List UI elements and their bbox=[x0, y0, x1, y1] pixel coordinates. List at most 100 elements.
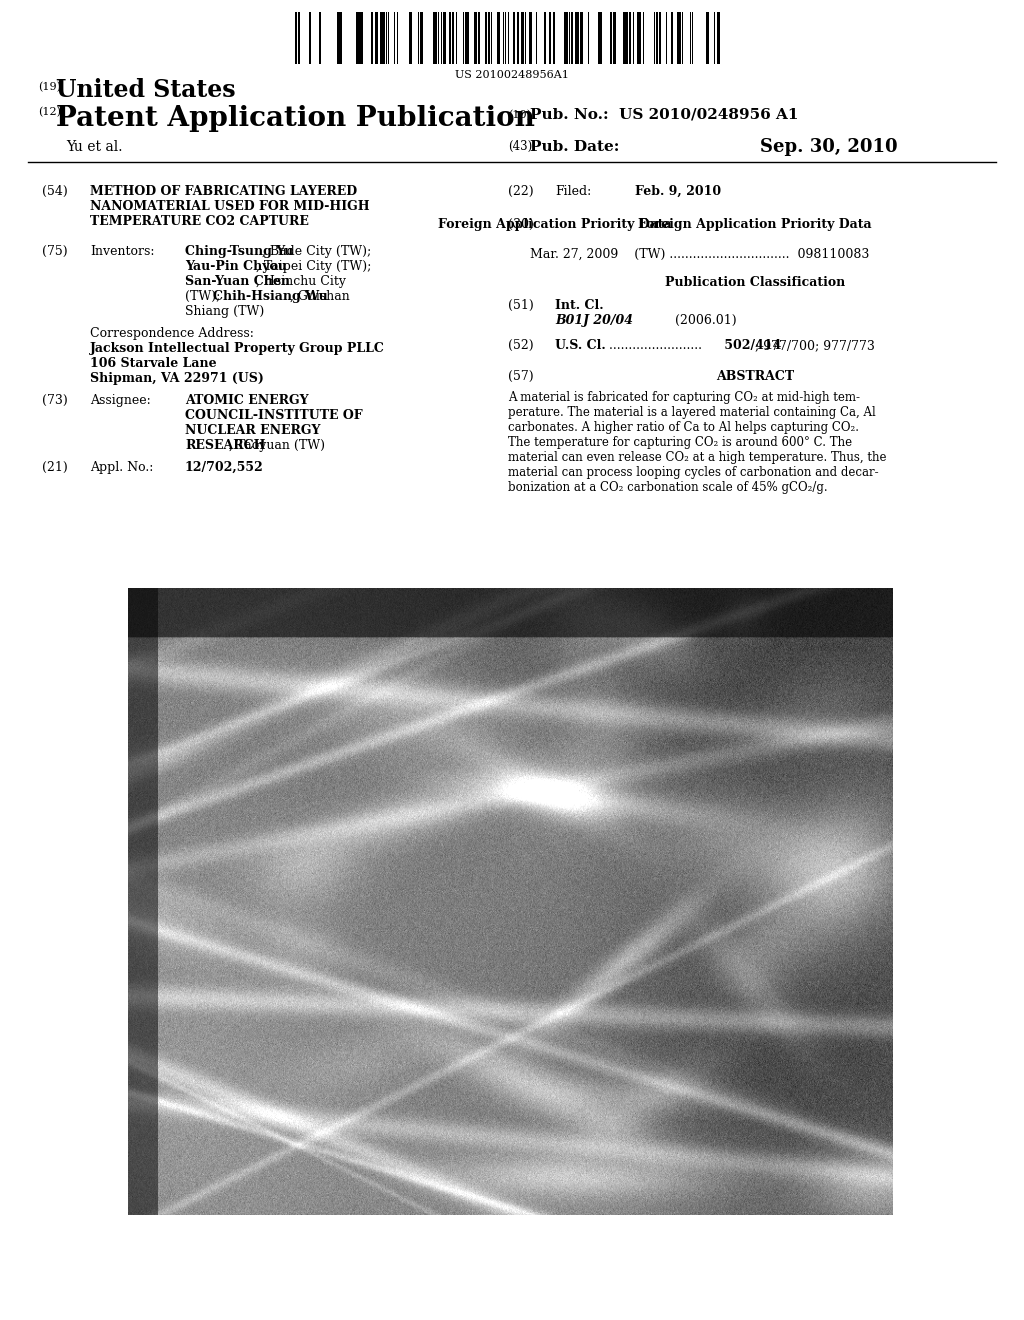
Bar bbox=[435, 12, 437, 63]
Bar bbox=[564, 12, 568, 63]
Text: Feb. 9, 2010: Feb. 9, 2010 bbox=[635, 185, 721, 198]
Bar bbox=[409, 12, 412, 63]
Bar bbox=[580, 12, 582, 63]
Text: COUNCIL-INSTITUTE OF: COUNCIL-INSTITUTE OF bbox=[185, 409, 362, 422]
Bar bbox=[488, 12, 490, 63]
Text: , Hsinchu City: , Hsinchu City bbox=[256, 275, 346, 288]
Text: SEI: SEI bbox=[319, 1225, 342, 1238]
Bar bbox=[571, 12, 573, 63]
Bar bbox=[513, 12, 515, 63]
Bar bbox=[360, 12, 362, 63]
Bar bbox=[474, 12, 477, 63]
Text: , Taoyuan (TW): , Taoyuan (TW) bbox=[229, 440, 325, 451]
Text: material can even release CO₂ at a high temperature. Thus, the: material can even release CO₂ at a high … bbox=[508, 451, 887, 465]
Bar bbox=[600, 12, 602, 63]
Bar bbox=[485, 12, 487, 63]
Bar bbox=[337, 12, 341, 63]
Text: Sep. 30, 2010: Sep. 30, 2010 bbox=[760, 139, 898, 156]
Bar bbox=[706, 12, 709, 63]
Text: 15.0KV: 15.0KV bbox=[419, 1225, 464, 1238]
Text: ATOMIC ENERGY: ATOMIC ENERGY bbox=[185, 393, 308, 407]
Text: TEMPERATURE CO2 CAPTURE: TEMPERATURE CO2 CAPTURE bbox=[90, 215, 309, 228]
Bar bbox=[553, 12, 555, 63]
Text: (2006.01): (2006.01) bbox=[675, 314, 736, 327]
Text: (10): (10) bbox=[508, 110, 531, 120]
Bar bbox=[624, 12, 628, 63]
Text: A material is fabricated for capturing CO₂ at mid-high tem-: A material is fabricated for capturing C… bbox=[508, 391, 860, 404]
Text: Shiang (TW): Shiang (TW) bbox=[185, 305, 264, 318]
Text: (43): (43) bbox=[508, 140, 532, 153]
Bar bbox=[356, 12, 360, 63]
Text: Yau-Pin Chyou: Yau-Pin Chyou bbox=[185, 260, 287, 273]
Text: (30): (30) bbox=[508, 218, 534, 231]
Bar bbox=[659, 12, 662, 63]
Text: (57): (57) bbox=[508, 370, 534, 383]
Text: (75): (75) bbox=[42, 246, 68, 257]
Text: (51): (51) bbox=[508, 300, 534, 312]
Bar bbox=[375, 12, 377, 63]
Text: Pub. Date:: Pub. Date: bbox=[530, 140, 620, 154]
Text: Pub. No.:  US 2010/0248956 A1: Pub. No.: US 2010/0248956 A1 bbox=[530, 108, 799, 121]
Text: NANOMATERIAL USED FOR MID-HIGH: NANOMATERIAL USED FOR MID-HIGH bbox=[90, 201, 370, 213]
Bar bbox=[449, 12, 451, 63]
Text: (TW);: (TW); bbox=[185, 290, 224, 304]
Bar bbox=[452, 12, 454, 63]
Text: ........................: ........................ bbox=[605, 339, 702, 352]
Text: RESEARCH: RESEARCH bbox=[185, 440, 265, 451]
Text: Correspondence Address:: Correspondence Address: bbox=[90, 327, 254, 341]
Text: Jackson Intellectual Property Group PLLC: Jackson Intellectual Property Group PLLC bbox=[90, 342, 385, 355]
Text: , Guishan: , Guishan bbox=[290, 290, 350, 304]
Text: Appl. No.:: Appl. No.: bbox=[90, 461, 154, 474]
Bar bbox=[638, 12, 641, 63]
Bar bbox=[420, 12, 423, 63]
Bar bbox=[319, 12, 321, 63]
Text: Shipman, VA 22971 (US): Shipman, VA 22971 (US) bbox=[90, 372, 264, 385]
Text: Patent Application Publication: Patent Application Publication bbox=[56, 106, 535, 132]
Text: US 20100248956A1: US 20100248956A1 bbox=[455, 70, 569, 81]
Text: (52): (52) bbox=[508, 339, 534, 352]
Bar bbox=[433, 12, 435, 63]
Text: Assignee:: Assignee: bbox=[90, 393, 151, 407]
Bar bbox=[598, 12, 600, 63]
Bar bbox=[671, 12, 673, 63]
Text: WD 7.9mm: WD 7.9mm bbox=[740, 1225, 800, 1238]
Text: ABSTRACT: ABSTRACT bbox=[716, 370, 794, 383]
Text: NCTU: NCTU bbox=[151, 1225, 181, 1238]
Bar bbox=[717, 12, 720, 63]
Text: Chih-Hsiang Wu: Chih-Hsiang Wu bbox=[213, 290, 328, 304]
Text: X50,000: X50,000 bbox=[525, 1225, 579, 1238]
Text: San-Yuan Chen: San-Yuan Chen bbox=[185, 275, 290, 288]
Text: perature. The material is a layered material containing Ca, Al: perature. The material is a layered mate… bbox=[508, 407, 876, 418]
Text: material can process looping cycles of carbonation and decar-: material can process looping cycles of c… bbox=[508, 466, 879, 479]
Bar bbox=[629, 12, 631, 63]
Text: 106 Starvale Lane: 106 Starvale Lane bbox=[90, 356, 217, 370]
Text: METHOD OF FABRICATING LAYERED: METHOD OF FABRICATING LAYERED bbox=[90, 185, 357, 198]
Text: Inventors:: Inventors: bbox=[90, 246, 155, 257]
Text: United States: United States bbox=[56, 78, 236, 102]
Bar bbox=[656, 12, 658, 63]
Text: B01J 20/04: B01J 20/04 bbox=[555, 314, 633, 327]
Bar bbox=[498, 12, 500, 63]
Bar bbox=[298, 12, 300, 63]
Text: (54): (54) bbox=[42, 185, 68, 198]
Bar bbox=[380, 12, 382, 63]
Text: U.S. Cl.: U.S. Cl. bbox=[555, 339, 606, 352]
Text: , Bade City (TW);: , Bade City (TW); bbox=[262, 246, 372, 257]
Bar bbox=[295, 12, 297, 63]
Text: Int. Cl.: Int. Cl. bbox=[555, 300, 603, 312]
Text: , Taipei City (TW);: , Taipei City (TW); bbox=[256, 260, 372, 273]
Bar bbox=[529, 12, 532, 63]
Bar bbox=[549, 12, 551, 63]
Text: (19): (19) bbox=[38, 82, 61, 92]
Text: bonization at a CO₂ carbonation scale of 45% gCO₂/g.: bonization at a CO₂ carbonation scale of… bbox=[508, 480, 827, 494]
Text: Foreign Application Priority Data: Foreign Application Priority Data bbox=[438, 218, 672, 231]
Bar bbox=[677, 12, 681, 63]
Text: The temperature for capturing CO₂ is around 600° C. The: The temperature for capturing CO₂ is aro… bbox=[508, 436, 852, 449]
Bar bbox=[478, 12, 480, 63]
Bar bbox=[575, 12, 578, 63]
Bar bbox=[521, 12, 524, 63]
Text: 100nm: 100nm bbox=[648, 1225, 686, 1238]
Bar bbox=[706, 1221, 736, 1230]
Text: Mar. 27, 2009    (TW) ...............................  098110083: Mar. 27, 2009 (TW) .....................… bbox=[530, 248, 869, 261]
Text: 12/702,552: 12/702,552 bbox=[185, 461, 264, 474]
